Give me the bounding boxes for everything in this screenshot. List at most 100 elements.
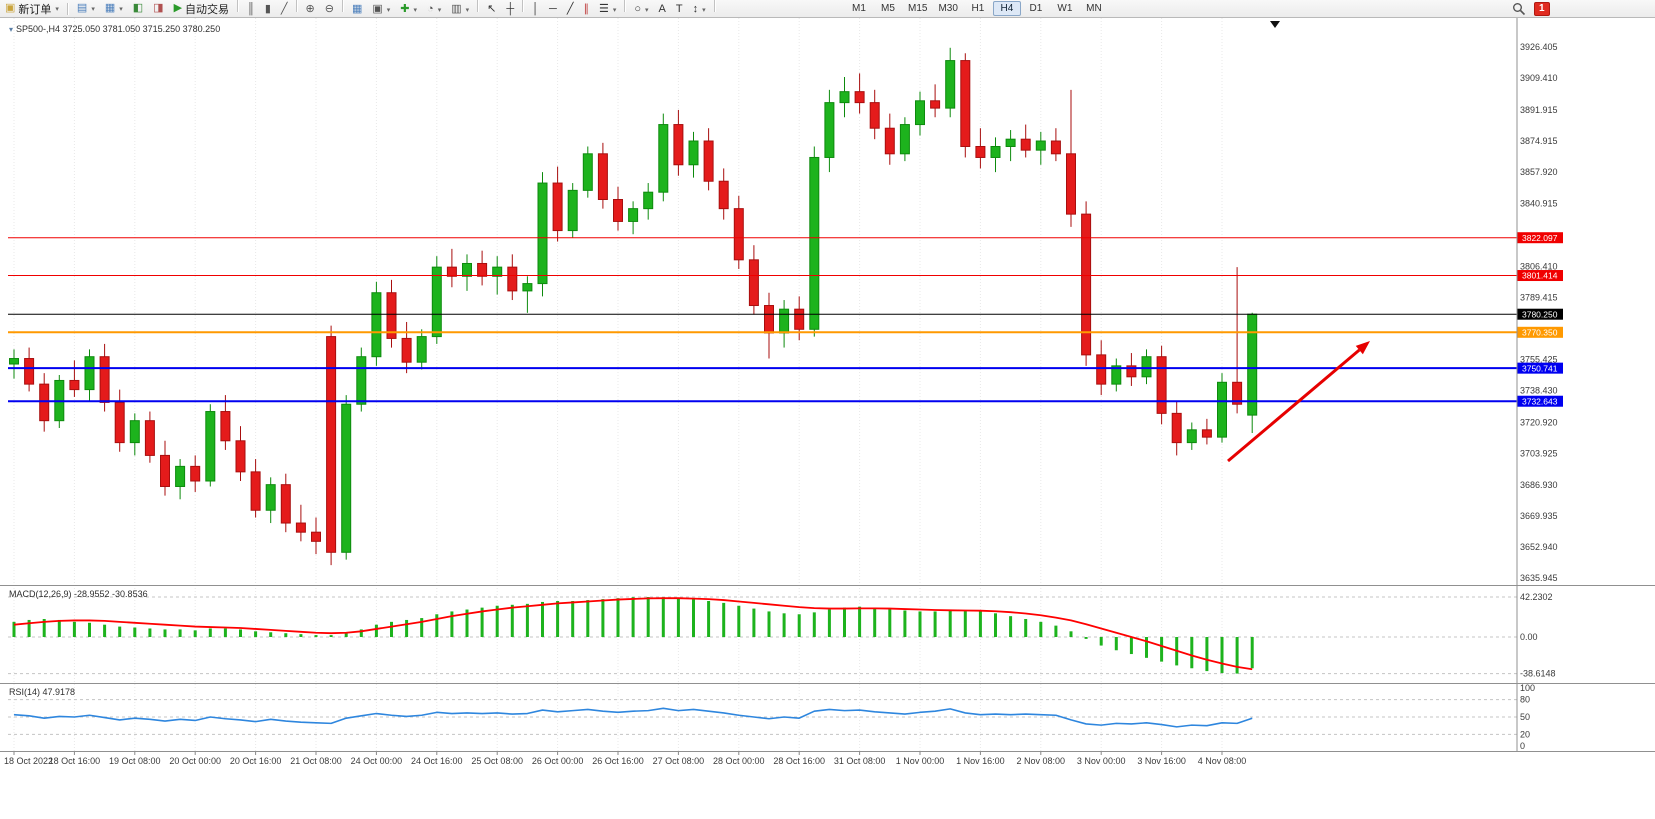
ea-navigator-icon: ◨ [153,2,164,14]
macd-histogram-bar [994,613,997,637]
candlestick-chart-icon: ▮ [264,3,271,15]
text-icon[interactable]: A [655,2,670,17]
time-axis-label: 20 Oct 16:00 [230,756,282,766]
macd-histogram-bar [374,624,378,637]
timeframe-button-m5[interactable]: M5 [881,3,895,14]
zoom-in-icon: ⊕ [305,3,315,15]
macd-histogram-bar [827,609,831,637]
toolbar-separator [66,2,69,15]
indicators-icon[interactable]: ✚ ▾ [396,2,421,17]
toolbar-tool-icons: ║ ▮ ╱ ⊕ ⊖ ▦ ▣ ▾ ✚ ▾ ◔ ▾ ▥ ▾ ↖ ┼ │ ─ ╱ ∥ ☰ ▾ ○ ▾ A T ↕ ▾ [234,0,719,17]
new-order-button[interactable]: ▣ 新订单 ▾ [1,1,63,16]
candle-down [703,140,714,182]
market-watch-icon: ◧ [132,2,144,14]
trendline-icon[interactable]: ╱ [563,2,578,17]
crosshair-icon[interactable]: ┼ [502,2,518,17]
zoom-out-icon: ⊖ [324,3,334,15]
price-axis-label: 3635.945 [1520,573,1558,583]
timeframe-button-w1[interactable]: W1 [1057,3,1073,14]
chart-shift-marker-icon[interactable] [1270,21,1280,28]
price-axis-label: 3874.915 [1520,136,1558,146]
time-axis-label: 18 Oct 16:00 [49,756,101,766]
macd-histogram-bar [1205,637,1209,672]
candle-up [492,266,503,277]
timeframe-button-mn[interactable]: MN [1086,3,1102,14]
price-axis-label: 3703.925 [1520,449,1558,459]
candle-down [311,531,321,542]
fibonacci-icon[interactable]: ☰ ▾ [595,2,620,17]
macd-histogram-bar [465,609,469,637]
macd-histogram-bar [782,613,786,637]
timeframe-button-h4[interactable]: H4 [992,1,1021,16]
candle-down [1201,429,1212,438]
market-watch-icon[interactable]: ◧ [129,1,147,16]
shapes-icon[interactable]: ○ ▾ [630,2,652,17]
vertical-line-icon[interactable]: │ [528,2,543,17]
price-axis-label: 3652.940 [1520,542,1558,552]
price-axis-label: 3669.935 [1520,511,1558,521]
macd-histogram-bar [1160,637,1164,662]
new-chart-icon[interactable]: ▤ ▾ [73,1,99,16]
candle-down [99,356,110,403]
macd-histogram-bar [752,608,756,637]
macd-histogram-bar [435,614,439,637]
crosshair-icon: ┼ [506,3,515,15]
candle-up [1217,381,1227,438]
candle-up [129,420,140,444]
search-icon[interactable] [1512,2,1526,16]
candle-up [205,411,216,482]
ea-navigator-icon[interactable]: ◨ [149,1,167,16]
zoom-out-icon[interactable]: ⊖ [321,2,338,17]
candle-up [462,262,472,277]
candle-up [628,208,639,222]
time-axis-label: 19 Oct 08:00 [109,756,161,766]
macd-histogram-bar [1220,637,1224,673]
line-chart-icon[interactable]: ╱ [277,2,292,17]
price-line-badge [1517,270,1563,282]
candle-down [597,153,608,201]
price-line-badge-label: 3780.250 [1522,309,1558,319]
candle-up [356,356,367,405]
timeframe-button-m1[interactable]: M1 [852,3,866,14]
candle-down [1156,356,1167,414]
macd-histogram-bar [1039,621,1043,637]
trendline-icon: ╱ [566,3,574,15]
profiles-icon[interactable]: ▦ ▾ [101,1,127,16]
macd-histogram-bar [239,629,242,637]
profiles-icon: ▦ [104,2,116,14]
candle-up [688,140,699,166]
arrange-windows-icon[interactable]: ▣ ▾ [368,2,394,17]
macd-histogram-bar [103,624,107,637]
candlestick-chart-icon[interactable]: ▮ [261,2,275,17]
timeframe-button-h1[interactable]: H1 [971,3,985,14]
periods-icon[interactable]: ◔ ▾ [423,2,445,17]
candle-down [1171,412,1182,444]
candle-up [84,356,95,391]
candle-down [733,208,744,261]
timeframe-button-m30[interactable]: M30 [938,3,958,14]
channel-icon[interactable]: ∥ [579,2,593,17]
templates-icon[interactable]: ▥ ▾ [447,2,473,17]
macd-histogram-bar [767,611,771,637]
candle-down [1232,381,1243,405]
price-line-badge [1517,308,1563,320]
toolbar-separator [477,0,480,12]
zoom-in-icon[interactable]: ⊕ [302,2,319,17]
time-axis-label: 26 Oct 16:00 [592,756,644,766]
notification-badge[interactable]: 1 [1534,2,1550,16]
autotrading-button[interactable]: ▶ 自动交易 [170,1,233,16]
bar-chart-icon[interactable]: ║ [243,2,259,17]
time-axis-label: 3 Nov 00:00 [1077,756,1126,766]
horizontal-line-icon[interactable]: ─ [545,2,561,17]
macd-histogram-bar [510,604,514,637]
arrows-icon[interactable]: ↕ ▾ [689,2,710,17]
cursor-icon[interactable]: ↖ [483,2,500,17]
label-icon[interactable]: T [672,2,687,17]
trend-arrow-annotation[interactable] [1227,348,1361,463]
grid-icon[interactable]: ▦ [348,2,366,17]
timeframe-button-m15[interactable]: M15 [908,3,928,14]
timeframe-button-d1[interactable]: D1 [1029,3,1043,14]
macd-histogram-bar [737,605,741,637]
macd-histogram-bar [722,602,726,637]
